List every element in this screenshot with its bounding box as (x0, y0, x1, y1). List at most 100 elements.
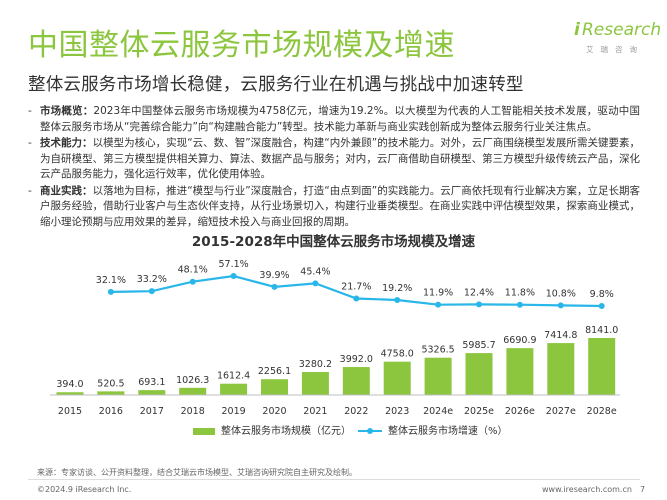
growth-label-2018: 48.1% (178, 265, 208, 276)
growth-point-2023 (394, 297, 401, 304)
growth-label-2019: 57.1% (219, 259, 249, 270)
legend-item-growth: 整体云服务市场增速（%） (358, 422, 508, 437)
growth-point-2021 (312, 280, 319, 287)
bar-2017 (138, 390, 166, 395)
growth-label-2017: 33.2% (137, 274, 167, 285)
bar-label-2020: 2256.1 (258, 366, 291, 377)
bullet-text: 以模型为核心，实现“云、数、智”深度融合，构建“内外兼顾”的技术能力。对外，云厂… (40, 137, 641, 180)
growth-point-2016 (107, 288, 114, 295)
bar-label-2019: 1612.4 (217, 371, 250, 382)
page-title: 中国整体云服务市场规模及增速 (28, 28, 455, 63)
bar-2020 (261, 379, 288, 395)
bar-label-2023: 4758.0 (381, 349, 414, 360)
bar-label-2015: 394.0 (56, 379, 83, 390)
bullet-business-practice: - 商业实践：以落地为目标，推进“模型与行业”深度融合，打造“由点到面”的实践能力… (28, 184, 640, 231)
growth-point-2022 (353, 295, 360, 302)
copyright: ©2024.9 iResearch Inc. (37, 485, 132, 494)
bar-2019 (220, 383, 248, 395)
growth-label-2025e: 12.4% (464, 287, 494, 298)
bar-label-2026e: 6690.9 (503, 335, 536, 346)
chart-title: 2015-2028年中国整体云服务市场规模及增速 (191, 234, 476, 250)
x-tick-2017: 2017 (140, 406, 164, 417)
bar-2023 (383, 361, 411, 395)
growth-point-2019 (230, 273, 237, 279)
x-tick-2022: 2022 (344, 406, 368, 417)
bar-2015 (56, 392, 84, 395)
bar-2025e (465, 353, 493, 395)
page-subtitle: 整体云服务市场增长稳健，云服务行业在机遇与挑战中加速转型 (28, 75, 524, 95)
bar-label-2018: 1026.3 (176, 375, 209, 386)
growth-label-2027e: 10.8% (546, 288, 576, 299)
bullet-dash: - (28, 184, 32, 197)
x-tick-2024e: 2024e (423, 406, 453, 417)
growth-point-2027e (557, 302, 564, 309)
growth-point-2026e (516, 301, 523, 308)
x-tick-2015: 2015 (58, 406, 82, 417)
bar-2022 (342, 367, 370, 395)
logo-research: Research (582, 20, 662, 40)
bar-2027e (547, 343, 575, 395)
x-tick-2023: 2023 (385, 406, 409, 417)
bullet-label: 市场概览： (40, 105, 94, 117)
growth-point-2024e (435, 301, 442, 308)
growth-point-2025e (476, 301, 482, 308)
x-tick-2018: 2018 (181, 406, 205, 417)
bar-2016 (97, 391, 125, 395)
source-note: 来源：专家访谈、公开资料整理，结合艾瑞云市场模型、艾瑞咨询研究院自主研究及绘制。 (37, 468, 357, 477)
bar-label-2016: 520.5 (97, 378, 124, 389)
legend-swatch-line (358, 428, 382, 434)
x-tick-2020: 2020 (262, 406, 286, 417)
growth-point-2020 (271, 283, 278, 290)
bar-label-2021: 3280.2 (299, 359, 332, 370)
bullet-text: 以落地为目标，推进“模型与行业”深度融合，打造“由点到面”的实践能力。云厂商依托… (40, 184, 641, 228)
bar-2026e (506, 348, 534, 395)
bullet-label: 技术能力： (40, 137, 93, 149)
bar-2018 (179, 387, 207, 395)
growth-label-2023: 19.2% (382, 283, 412, 294)
footer-divider (28, 479, 640, 480)
growth-point-2018 (189, 278, 196, 285)
growth-label-2022: 21.7% (341, 281, 371, 292)
legend-label-growth: 整体云服务市场增速（%） (388, 426, 508, 437)
legend-label-size: 整体云服务市场规模（亿元） (221, 426, 351, 437)
growth-label-2021: 45.4% (300, 266, 330, 277)
growth-point-2017 (148, 288, 155, 295)
page-number: 7 (640, 485, 646, 494)
bullet-dash: - (28, 137, 32, 149)
chart-legend: 整体云服务市场规模（亿元） 整体云服务市场增速（%） (0, 422, 667, 438)
iresearch-logo: i Research 艾瑞咨询 (574, 20, 661, 60)
growth-label-2026e: 11.8% (505, 288, 535, 299)
x-tick-2028e: 2028e (587, 406, 617, 417)
bullet-label: 商业实践： (40, 184, 93, 197)
bar-label-2025e: 5985.7 (462, 340, 495, 351)
logo-subtitle: 艾瑞咨询 (586, 45, 644, 54)
x-tick-2021: 2021 (303, 406, 327, 417)
growth-label-2016: 32.1% (96, 275, 126, 286)
x-tick-2027e: 2027e (546, 406, 576, 417)
website-link[interactable]: www.iresearch.com.cn (542, 485, 632, 494)
growth-point-2028e (598, 303, 605, 309)
growth-label-2020: 39.9% (259, 270, 289, 281)
x-tick-2019: 2019 (222, 406, 246, 417)
bar-label-2017: 693.1 (138, 377, 165, 388)
bullet-list: - 市场概览：2023年中国整体云服务市场规模为4758亿元，增速为19.2%。以… (28, 104, 640, 231)
growth-label-2028e: 9.8% (590, 289, 614, 300)
bar-label-2024e: 5326.5 (421, 345, 454, 356)
bar-label-2027e: 7414.8 (544, 330, 577, 341)
bar-label-2022: 3992.0 (340, 354, 373, 365)
bullet-text: 2023年中国整体云服务市场规模为4758亿元，增速为19.2%。以大模型为代表… (40, 105, 640, 133)
legend-swatch-bar (193, 427, 215, 435)
bar-2024e (424, 357, 452, 395)
bar-2028e (588, 338, 616, 395)
legend-item-size: 整体云服务市场规模（亿元） (193, 422, 351, 437)
x-tick-2026e: 2026e (505, 406, 535, 417)
bar-label-2028e: 8141.0 (585, 325, 618, 336)
x-tick-2025e: 2025e (464, 406, 494, 417)
bullet-market-overview: - 市场概览：2023年中国整体云服务市场规模为4758亿元，增速为19.2%。以… (28, 104, 640, 135)
bullet-dash: - (28, 105, 32, 117)
x-tick-2016: 2016 (99, 406, 123, 417)
growth-label-2024e: 11.9% (423, 288, 453, 299)
bullet-tech-capability: - 技术能力：以模型为核心，实现“云、数、智”深度融合，构建“内外兼顾”的技术能力… (28, 136, 640, 183)
logo-i: i (574, 20, 580, 40)
